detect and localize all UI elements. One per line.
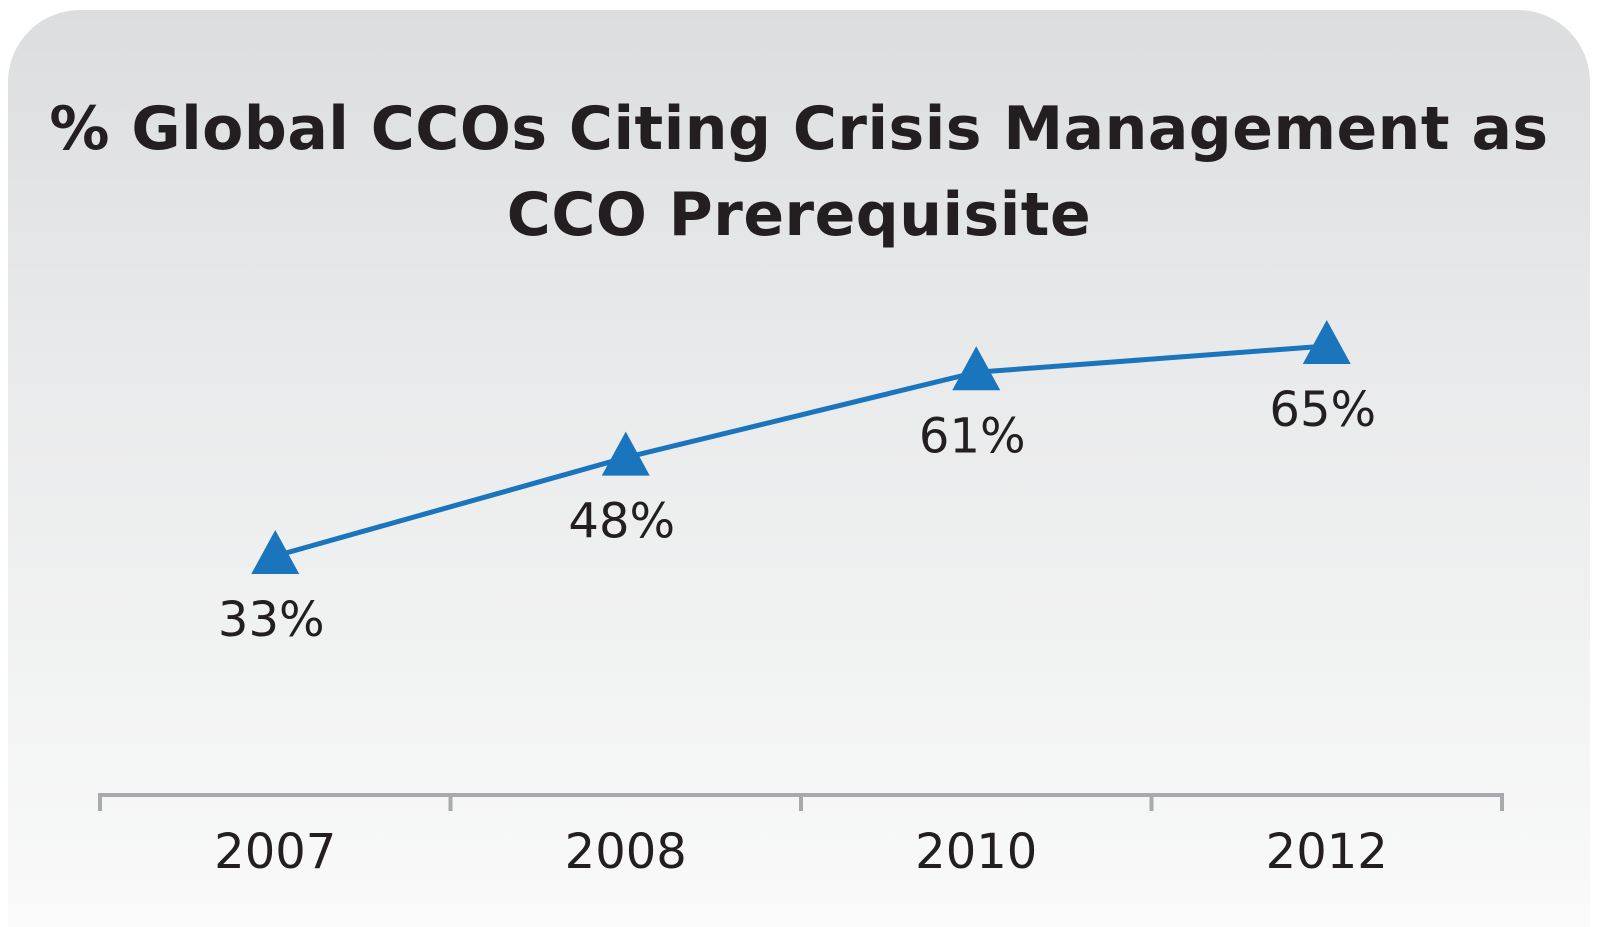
series-line xyxy=(274,343,1327,559)
marker-layer xyxy=(251,320,1351,574)
label-layer: 33% 48% 61% 65% xyxy=(218,382,1376,648)
data-point-marker xyxy=(601,431,650,476)
data-label: 48% xyxy=(568,494,675,550)
data-point-marker xyxy=(1302,320,1351,364)
x-axis: 2007 2008 2010 2012 xyxy=(98,793,1504,880)
x-tick-label: 2008 xyxy=(565,824,687,880)
data-label: 61% xyxy=(919,408,1026,464)
data-point-marker xyxy=(251,530,300,574)
x-tick-label: 2010 xyxy=(915,824,1037,880)
data-point-marker xyxy=(952,346,1001,391)
x-tick-label: 2007 xyxy=(214,824,336,880)
chart-card: % Global CCOs Citing Crisis Management a… xyxy=(8,10,1590,927)
x-tick-label: 2012 xyxy=(1266,824,1388,880)
chart-title: % Global CCOs Citing Crisis Management a… xyxy=(49,94,1549,250)
data-label: 65% xyxy=(1269,382,1376,438)
series-line-layer xyxy=(274,343,1327,559)
data-label: 33% xyxy=(218,592,325,648)
